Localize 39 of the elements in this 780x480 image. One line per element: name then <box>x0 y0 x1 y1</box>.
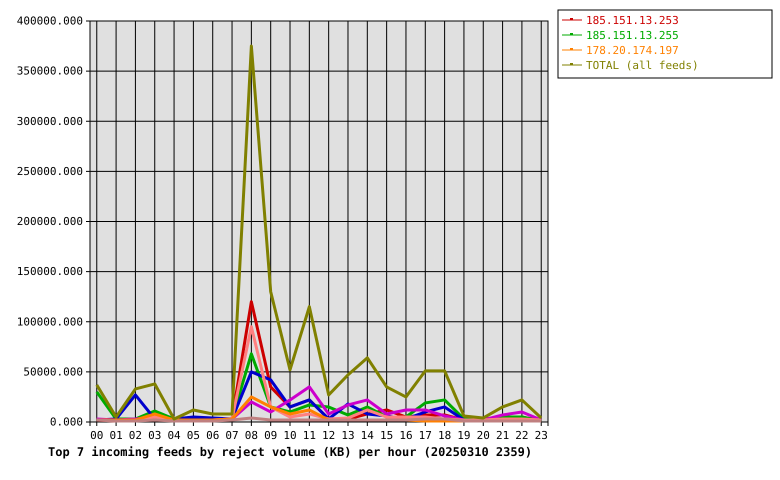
x-tick-label: 12 <box>322 428 336 442</box>
x-tick-label: 02 <box>128 428 142 442</box>
x-tick-label: 18 <box>438 428 452 442</box>
line-series <box>95 44 543 420</box>
y-tick-label: 50000.000 <box>23 365 83 378</box>
y-tick-label: 300000.000 <box>16 114 83 128</box>
x-tick-label: 05 <box>186 428 200 442</box>
x-tick-label: 20 <box>476 428 490 442</box>
y-tick-label: 150000.000 <box>16 265 83 278</box>
legend-label: 185.151.13.255 <box>586 29 679 42</box>
x-tick-label: 04 <box>167 428 182 442</box>
x-tick-label: 15 <box>380 428 394 442</box>
legend-label: 178.20.174.197 <box>586 44 679 57</box>
x-tick-label: 21 <box>496 428 510 442</box>
y-tick-label: 250000.000 <box>16 164 83 178</box>
y-tick-label: 100000.000 <box>16 315 83 328</box>
x-tick-label: 08 <box>244 428 258 442</box>
x-tick-label: 09 <box>264 428 278 442</box>
x-tick-label: 06 <box>206 428 220 442</box>
y-tick-label: 200000.000 <box>16 215 83 228</box>
x-tick-label: 01 <box>109 428 123 442</box>
x-tick-label: 23 <box>534 428 548 442</box>
x-tick-label: 22 <box>515 428 529 442</box>
x-tick-label: 16 <box>399 428 413 442</box>
x-tick-label: 00 <box>90 428 104 442</box>
y-tick-label: 350000.000 <box>16 64 83 78</box>
x-tick-label: 19 <box>457 428 471 442</box>
x-tick-label: 10 <box>283 428 297 442</box>
legend-label: 185.151.13.253 <box>586 14 679 27</box>
text: Top 7 incoming feeds by reject volume (KB) per hour (20250310 2359) <box>48 445 532 459</box>
legend-label: TOTAL (all feeds) <box>586 59 699 72</box>
y-tick-label: 0.000 <box>50 416 83 429</box>
x-tick-label: 17 <box>418 428 432 442</box>
x-tick-label: 03 <box>148 428 162 442</box>
x-tick-label: 07 <box>225 428 239 442</box>
x-tick-label: 13 <box>341 428 355 442</box>
x-tick-label: 14 <box>360 428 374 442</box>
y-tick-label: 400000.000 <box>16 14 83 28</box>
x-tick-label: 11 <box>302 428 316 442</box>
